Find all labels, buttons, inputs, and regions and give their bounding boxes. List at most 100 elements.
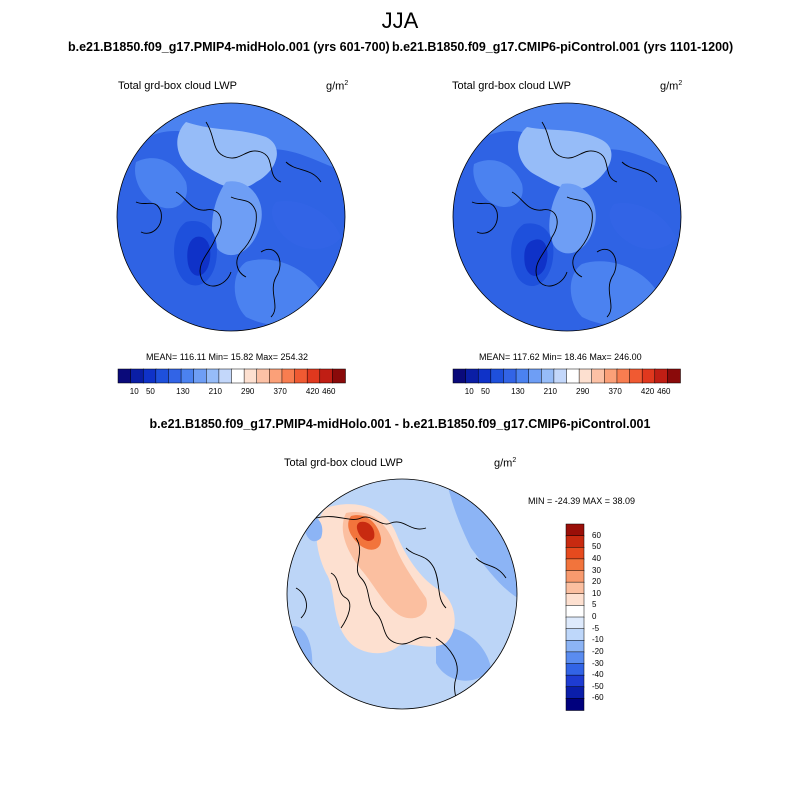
colorbar-swatch (565, 616, 585, 630)
colorbar-swatch (477, 368, 492, 384)
colorbar-swatch (281, 368, 296, 384)
colorbar-swatch (578, 368, 593, 384)
colorbar-swatch (130, 368, 144, 384)
left-map-region (177, 122, 277, 189)
colorbar-swatch (667, 368, 681, 384)
left-units-label: g/m2 (326, 80, 349, 93)
colorbar-tick-label: 420 (640, 387, 655, 396)
colorbar-tick-label: 10 (592, 588, 601, 598)
colorbar-tick-label: 370 (273, 387, 287, 396)
colorbar-tick-label: 210 (208, 387, 222, 396)
right-units-label: g/m2 (660, 80, 683, 93)
left-map-region (211, 181, 262, 256)
colorbar-swatch (565, 651, 585, 665)
colorbar-swatch (465, 368, 479, 384)
colorbar-swatch (218, 368, 233, 384)
right-map-region (524, 239, 548, 276)
colorbar-swatch (565, 640, 585, 653)
diff-units-label: g/m2 (494, 457, 517, 470)
left-variable-label: Total grd-box cloud LWP (118, 80, 238, 92)
right-map-region (609, 203, 676, 250)
colorbar-tick-label: 290 (241, 387, 255, 396)
colorbar-swatch (541, 368, 555, 384)
colorbar-tick-label: -30 (592, 658, 604, 668)
colorbar-tick-label: 460 (657, 387, 671, 396)
colorbar-swatch (452, 368, 467, 384)
right-map-coastlines (471, 121, 658, 318)
right-map-region (518, 127, 612, 190)
colorbar-swatch (503, 368, 517, 384)
colorbar-swatch (604, 368, 618, 384)
colorbar-swatch (565, 674, 585, 688)
colorbar-swatch (565, 558, 585, 572)
colorbar-swatch (591, 368, 606, 384)
colorbar-swatch (565, 663, 585, 676)
colorbar-tick-label: 420 (305, 387, 320, 396)
left-colorbar-labels: 10 50 130 210 290 370 420 460 (118, 387, 345, 399)
colorbar-swatch (155, 368, 170, 384)
colorbar-swatch (565, 523, 585, 537)
colorbar-swatch (117, 368, 132, 384)
left-map-region (135, 158, 187, 209)
colorbar-tick-label: -50 (592, 681, 604, 691)
colorbar-swatch (269, 368, 283, 384)
colorbar-swatch (206, 368, 220, 384)
left-map-coastlines (135, 121, 322, 318)
colorbar-swatch (515, 368, 530, 384)
colorbar-tick-label: 50 (480, 387, 490, 396)
left-panel-run-title: b.e21.B1850.f09_g17.PMIP4-midHolo.001 (y… (68, 40, 390, 54)
colorbar-tick-label: -10 (592, 635, 604, 645)
colorbar-tick-label: 130 (176, 387, 190, 396)
diff-map-region (356, 521, 375, 541)
left-map-region (271, 201, 341, 249)
colorbar-swatch (180, 368, 195, 384)
left-map-border (116, 102, 346, 332)
colorbar-tick-label: -20 (592, 646, 604, 656)
colorbar-swatch (168, 368, 182, 384)
colorbar-swatch (654, 368, 669, 384)
left-map-region (187, 236, 211, 276)
colorbar-tick-label: 290 (576, 387, 590, 396)
colorbar-swatch (565, 628, 585, 642)
colorbar-tick-label: 40 (592, 553, 601, 563)
diff-map-border (286, 478, 518, 710)
left-stats-text: MEAN= 116.11 Min= 15.82 Max= 254.32 (146, 352, 309, 362)
diff-variable-label: Total grd-box cloud LWP (284, 457, 404, 469)
colorbar-tick-label: 20 (592, 577, 601, 587)
colorbar-tick-label: 210 (543, 387, 557, 396)
colorbar-swatch (565, 686, 585, 700)
colorbar-swatch (142, 368, 157, 384)
right-map-border (452, 102, 682, 332)
colorbar-swatch (565, 547, 585, 560)
colorbar-swatch (319, 368, 334, 384)
colorbar-tick-label: 50 (592, 542, 601, 552)
colorbar-tick-label: 30 (592, 565, 601, 575)
right-map-region (549, 183, 596, 254)
colorbar-swatch (565, 605, 585, 618)
colorbar-tick-label: 5 (592, 600, 597, 610)
right-polar-map (452, 102, 682, 332)
colorbar-swatch (243, 368, 258, 384)
colorbar-tick-label: 370 (608, 387, 622, 396)
diff-minmax-text: MIN = -24.39 MAX = 38.09 (528, 496, 636, 506)
diff-polar-map (286, 478, 518, 710)
colorbar-tick-label: 0 (592, 612, 597, 621)
colorbar-swatch (566, 368, 580, 384)
diff-panel-title: b.e21.B1850.f09_g17.PMIP4-midHolo.001 - … (149, 417, 651, 431)
right-variable-label: Total grd-box cloud LWP (452, 80, 572, 92)
colorbar-swatch (294, 368, 308, 384)
colorbar-swatch (565, 593, 585, 607)
colorbar-swatch (231, 368, 245, 384)
diff-map-region (436, 627, 491, 681)
colorbar-tick-label: -5 (592, 623, 600, 633)
colorbar-swatch (490, 368, 505, 384)
figure-title: JJA (381, 8, 419, 33)
diff-map-coastlines (295, 516, 507, 709)
colorbar-tick-label: 10 (464, 387, 474, 396)
right-panel-run-title: b.e21.B1850.f09_g17.CMIP6-piControl.001 … (392, 40, 734, 54)
colorbar-swatch (641, 368, 656, 384)
colorbar-swatch (528, 368, 543, 384)
right-map-region (473, 160, 523, 208)
colorbar-swatch (193, 368, 208, 384)
colorbar-swatch (553, 368, 568, 384)
